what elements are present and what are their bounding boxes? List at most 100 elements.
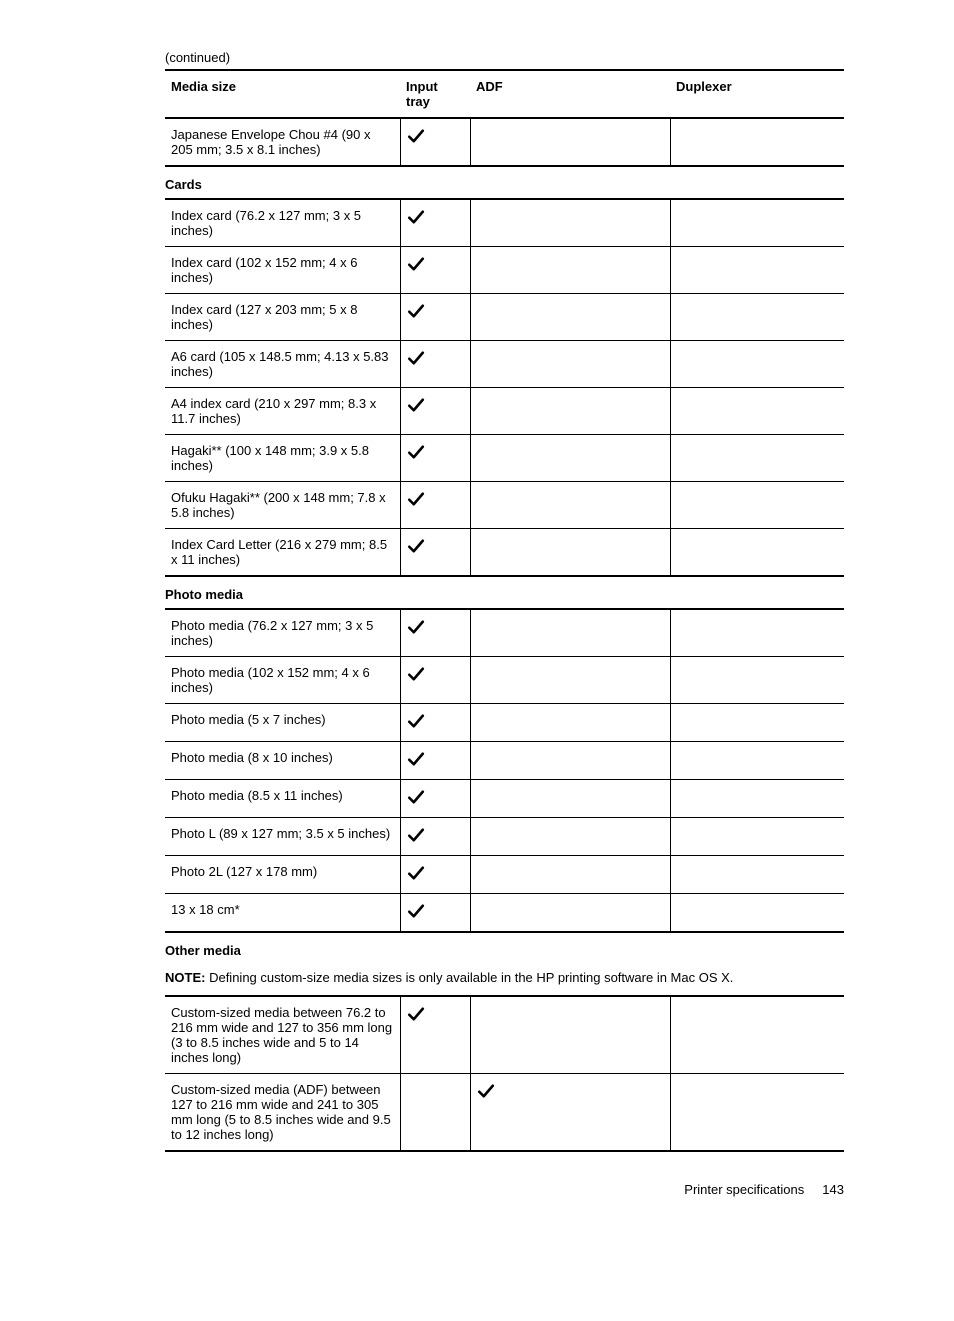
note-cell: NOTE: Defining custom-size media sizes i… [165, 964, 844, 996]
checkmark-icon [407, 349, 425, 367]
table-row: 13 x 18 cm* [165, 894, 844, 933]
duplexer-cell [670, 247, 844, 294]
header-duplexer: Duplexer [670, 70, 844, 118]
checkmark-icon [407, 255, 425, 273]
media-size-cell: Photo media (5 x 7 inches) [165, 704, 400, 742]
checkmark-icon [407, 618, 425, 636]
duplexer-cell [670, 894, 844, 933]
input-tray-cell [400, 482, 470, 529]
table-row: Photo media (8.5 x 11 inches) [165, 780, 844, 818]
input-tray-cell [400, 247, 470, 294]
table-row: Hagaki** (100 x 148 mm; 3.9 x 5.8 inches… [165, 435, 844, 482]
note-label: NOTE: [165, 970, 205, 985]
checkmark-icon [407, 396, 425, 414]
media-size-cell: A6 card (105 x 148.5 mm; 4.13 x 5.83 inc… [165, 341, 400, 388]
adf-cell [470, 1074, 670, 1152]
footer-text: Printer specifications [684, 1182, 804, 1197]
input-tray-cell [400, 704, 470, 742]
checkmark-icon [477, 1082, 495, 1100]
duplexer-cell [670, 780, 844, 818]
table-row: Photo media (5 x 7 inches) [165, 704, 844, 742]
note-row: NOTE: Defining custom-size media sizes i… [165, 964, 844, 996]
table-row: Custom-sized media between 76.2 to 216 m… [165, 996, 844, 1074]
section-cards: Cards [165, 166, 844, 199]
header-adf: ADF [470, 70, 670, 118]
input-tray-cell [400, 1074, 470, 1152]
duplexer-cell [670, 1074, 844, 1152]
table-row: Index card (102 x 152 mm; 4 x 6 inches) [165, 247, 844, 294]
duplexer-cell [670, 482, 844, 529]
checkmark-icon [407, 712, 425, 730]
table-row: A4 index card (210 x 297 mm; 8.3 x 11.7 … [165, 388, 844, 435]
media-size-cell: Hagaki** (100 x 148 mm; 3.9 x 5.8 inches… [165, 435, 400, 482]
checkmark-icon [407, 537, 425, 555]
input-tray-cell [400, 742, 470, 780]
checkmark-icon [407, 443, 425, 461]
section-other: Other media [165, 932, 844, 964]
input-tray-cell [400, 657, 470, 704]
input-tray-cell [400, 435, 470, 482]
adf-cell [470, 294, 670, 341]
adf-cell [470, 118, 670, 166]
duplexer-cell [670, 657, 844, 704]
duplexer-cell [670, 609, 844, 657]
duplexer-cell [670, 704, 844, 742]
adf-cell [470, 435, 670, 482]
header-media-size: Media size [165, 70, 400, 118]
duplexer-cell [670, 341, 844, 388]
media-size-cell: Index card (127 x 203 mm; 5 x 8 inches) [165, 294, 400, 341]
duplexer-cell [670, 996, 844, 1074]
table-row: Photo media (76.2 x 127 mm; 3 x 5 inches… [165, 609, 844, 657]
duplexer-cell [670, 294, 844, 341]
media-size-cell: 13 x 18 cm* [165, 894, 400, 933]
input-tray-cell [400, 388, 470, 435]
duplexer-cell [670, 435, 844, 482]
adf-cell [470, 780, 670, 818]
duplexer-cell [670, 818, 844, 856]
media-size-cell: Photo media (8.5 x 11 inches) [165, 780, 400, 818]
input-tray-cell [400, 894, 470, 933]
checkmark-icon [407, 788, 425, 806]
adf-cell [470, 609, 670, 657]
continued-label: (continued) [165, 50, 844, 65]
input-tray-cell [400, 529, 470, 577]
duplexer-cell [670, 388, 844, 435]
adf-cell [470, 856, 670, 894]
table-row: Index card (127 x 203 mm; 5 x 8 inches) [165, 294, 844, 341]
duplexer-cell [670, 529, 844, 577]
table-row: Photo L (89 x 127 mm; 3.5 x 5 inches) [165, 818, 844, 856]
duplexer-cell [670, 199, 844, 247]
table-row: Photo media (102 x 152 mm; 4 x 6 inches) [165, 657, 844, 704]
table-row: Japanese Envelope Chou #4 (90 x 205 mm; … [165, 118, 844, 166]
checkmark-icon [407, 826, 425, 844]
input-tray-cell [400, 118, 470, 166]
table-row: Photo media (8 x 10 inches) [165, 742, 844, 780]
page-content: (continued) Media size Input tray ADF Du… [0, 0, 954, 1237]
other-title: Other media [165, 932, 844, 964]
checkmark-icon [407, 1005, 425, 1023]
checkmark-icon [407, 490, 425, 508]
media-size-cell: Index Card Letter (216 x 279 mm; 8.5 x 1… [165, 529, 400, 577]
adf-cell [470, 247, 670, 294]
media-size-cell: Ofuku Hagaki** (200 x 148 mm; 7.8 x 5.8 … [165, 482, 400, 529]
media-size-cell: Photo 2L (127 x 178 mm) [165, 856, 400, 894]
adf-cell [470, 529, 670, 577]
input-tray-cell [400, 780, 470, 818]
input-tray-cell [400, 199, 470, 247]
input-tray-cell [400, 818, 470, 856]
table-row: Photo 2L (127 x 178 mm) [165, 856, 844, 894]
table-row: A6 card (105 x 148.5 mm; 4.13 x 5.83 inc… [165, 341, 844, 388]
checkmark-icon [407, 208, 425, 226]
checkmark-icon [407, 750, 425, 768]
note-text: Defining custom-size media sizes is only… [209, 970, 733, 985]
media-size-cell: Custom-sized media (ADF) between 127 to … [165, 1074, 400, 1152]
adf-cell [470, 341, 670, 388]
media-size-cell: A4 index card (210 x 297 mm; 8.3 x 11.7 … [165, 388, 400, 435]
media-size-cell: Photo media (76.2 x 127 mm; 3 x 5 inches… [165, 609, 400, 657]
media-table: Media size Input tray ADF Duplexer Japan… [165, 69, 844, 1152]
media-size-cell: Photo media (8 x 10 inches) [165, 742, 400, 780]
media-size-cell: Custom-sized media between 76.2 to 216 m… [165, 996, 400, 1074]
duplexer-cell [670, 742, 844, 780]
duplexer-cell [670, 118, 844, 166]
adf-cell [470, 818, 670, 856]
